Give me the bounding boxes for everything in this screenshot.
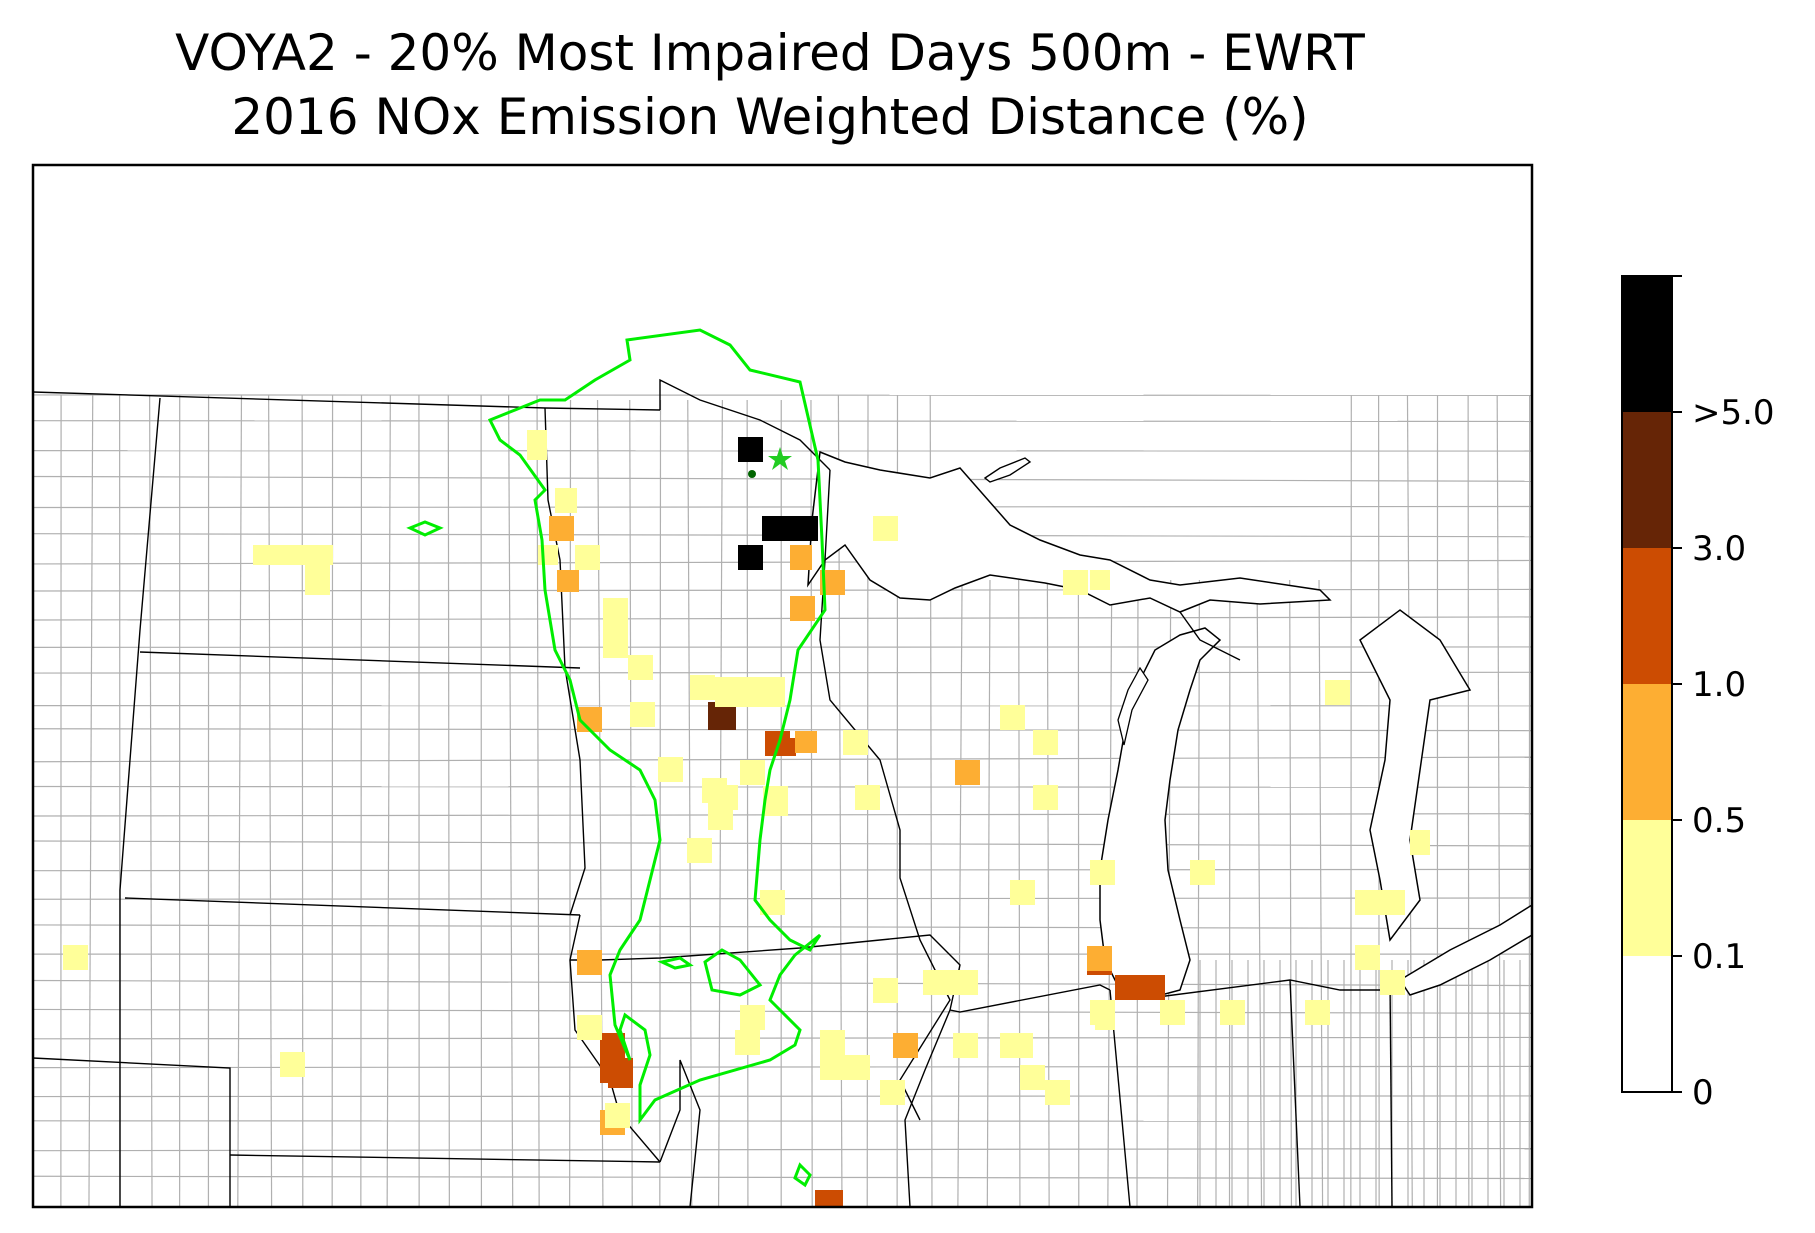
colorbar: 0 0.1 0.5 1.0 3.0 >5.0	[1621, 275, 1775, 1113]
emission-cell	[1020, 1065, 1045, 1090]
emission-cell	[923, 970, 978, 995]
emission-cell	[690, 675, 715, 700]
emission-cell	[577, 950, 602, 975]
colorbar-segment	[1622, 412, 1672, 548]
emission-cell	[557, 570, 579, 592]
lake-huron	[1359, 609, 1472, 942]
colorbar-segment	[1622, 956, 1672, 1092]
chart-title-line-2: 2016 NOx Emission Weighted Distance (%)	[231, 88, 1309, 146]
emission-cell	[708, 800, 733, 830]
emission-cell	[1160, 1000, 1185, 1025]
emission-cell	[608, 1058, 633, 1088]
emission-cell	[820, 1030, 845, 1055]
emission-cell	[305, 565, 330, 595]
colorbar-segment	[1622, 684, 1672, 820]
emission-cell	[527, 430, 547, 460]
emission-cell	[738, 437, 763, 462]
emission-cell	[687, 838, 712, 863]
emission-cell	[1190, 860, 1215, 885]
emission-cell	[740, 760, 765, 785]
emission-cell	[253, 545, 333, 565]
emission-cell	[715, 677, 785, 707]
emission-cell	[953, 1033, 978, 1058]
emission-cell	[628, 655, 653, 680]
emission-cell	[63, 945, 88, 970]
site-marker	[748, 447, 792, 478]
colorbar-segment	[1622, 548, 1672, 684]
emission-cell	[1008, 1033, 1033, 1058]
emission-cells	[63, 430, 1430, 1207]
map-border	[31, 163, 1534, 1209]
colorbar-tick-label: 3.0	[1692, 529, 1746, 569]
emission-cell	[603, 598, 628, 658]
site-star-icon	[768, 447, 792, 470]
lake-superior	[807, 450, 1332, 613]
emission-cell	[1410, 830, 1430, 855]
emission-cell	[1033, 785, 1058, 810]
emission-cell	[738, 545, 763, 570]
emission-cell	[855, 785, 880, 810]
map-area	[33, 328, 1532, 1207]
emission-cell	[1090, 570, 1110, 590]
emission-cell	[873, 516, 898, 541]
emission-cell	[1095, 1010, 1115, 1030]
emission-cell	[880, 1080, 905, 1105]
colorbar-tick-label: 0.1	[1692, 937, 1746, 977]
emission-cell	[1355, 945, 1380, 970]
emission-cell	[1090, 860, 1115, 885]
emission-cell	[735, 1030, 760, 1055]
chart-title-line-1: VOYA2 - 20% Most Impaired Days 500m - EW…	[175, 24, 1365, 82]
colorbar-segment	[1622, 276, 1672, 412]
emission-cell	[1063, 570, 1088, 595]
emission-cell	[778, 738, 796, 756]
emission-cell	[575, 545, 600, 570]
emission-cell	[795, 731, 817, 753]
emission-cell	[790, 596, 815, 621]
emission-cell	[955, 760, 980, 785]
green-contour	[406, 328, 827, 1188]
emission-cell	[740, 1005, 765, 1030]
emission-cell	[1305, 1000, 1330, 1025]
emission-cell	[843, 730, 868, 755]
colorbar-tick-label: 1.0	[1692, 665, 1746, 705]
green-bay	[1117, 666, 1149, 746]
emission-cell	[577, 1015, 602, 1040]
emission-cell	[1115, 975, 1165, 1000]
emission-cell	[815, 1190, 843, 1207]
emission-cell	[820, 1055, 870, 1080]
emission-cell	[1220, 1000, 1245, 1025]
state-borders	[33, 378, 1393, 1207]
site-dot-icon	[748, 470, 756, 478]
emission-cell	[555, 488, 577, 513]
emission-cell	[1325, 680, 1350, 705]
emission-cell	[1010, 880, 1035, 905]
emission-cell	[1380, 970, 1405, 995]
colorbar-segment	[1622, 820, 1672, 956]
emission-cell	[1355, 890, 1405, 915]
colorbar-tick-label: 0.5	[1692, 801, 1746, 841]
emission-cell	[630, 702, 655, 727]
lake-michigan	[1099, 627, 1222, 999]
emission-cell	[893, 1033, 918, 1058]
emission-cell	[1087, 946, 1112, 971]
lake-erie	[1398, 904, 1532, 996]
emission-cell	[658, 757, 683, 782]
colorbar-tick-label: >5.0	[1692, 393, 1775, 433]
colorbar-tick-label: 0	[1692, 1073, 1714, 1113]
emission-cell	[549, 516, 574, 541]
emission-cell	[790, 545, 812, 570]
emission-cell	[873, 978, 898, 1003]
emission-cell	[605, 1103, 630, 1128]
isle-royale	[983, 457, 1032, 483]
emission-cell	[280, 1052, 305, 1077]
emission-cell	[1033, 730, 1058, 755]
emission-cell	[1045, 1080, 1070, 1105]
emission-cell	[702, 778, 727, 803]
emission-cell	[1000, 705, 1025, 730]
emission-cell	[762, 516, 818, 541]
